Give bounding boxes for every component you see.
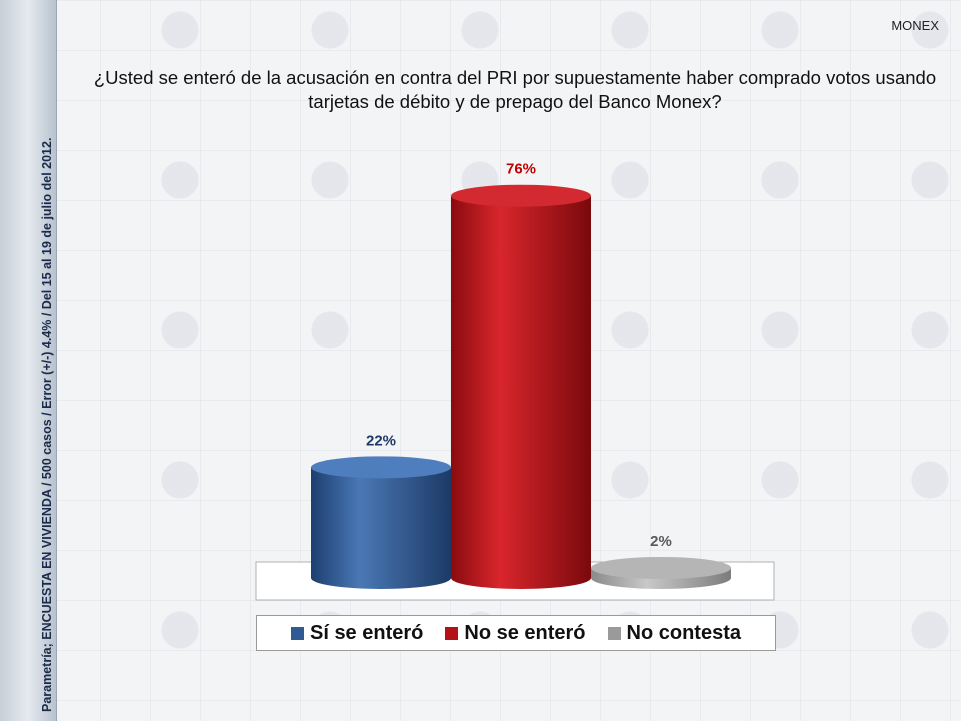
side-strip — [0, 0, 57, 721]
bar-top-no — [451, 184, 591, 207]
legend-swatch-no — [445, 626, 459, 640]
legend-label-nc: No contesta — [626, 621, 741, 644]
bar-no — [451, 195, 591, 589]
data-label-no: 76% — [506, 161, 536, 178]
bar-top-nc — [591, 556, 731, 579]
legend-item-nc: No contesta — [607, 621, 741, 645]
bar-si — [311, 467, 451, 589]
legend-item-si: Sí se enteró — [290, 621, 424, 645]
brand-label: MONEX — [891, 18, 939, 33]
legend-swatch-nc — [607, 626, 621, 640]
data-label-si: 22% — [366, 432, 396, 449]
legend-label-si: Sí se enteró — [309, 621, 424, 644]
chart-title: ¿Usted se enteró de la acusación en cont… — [93, 67, 937, 112]
legend-swatch-si — [290, 626, 304, 640]
bars-group: 22% 76% 2% — [311, 161, 731, 589]
bar-top-si — [311, 456, 451, 479]
legend: Sí se enteró No se enteró No contesta — [256, 615, 776, 651]
legend-label-no: No se enteró — [464, 621, 586, 644]
data-label-nc: 2% — [650, 533, 672, 550]
legend-item-no: No se enteró — [445, 621, 586, 645]
